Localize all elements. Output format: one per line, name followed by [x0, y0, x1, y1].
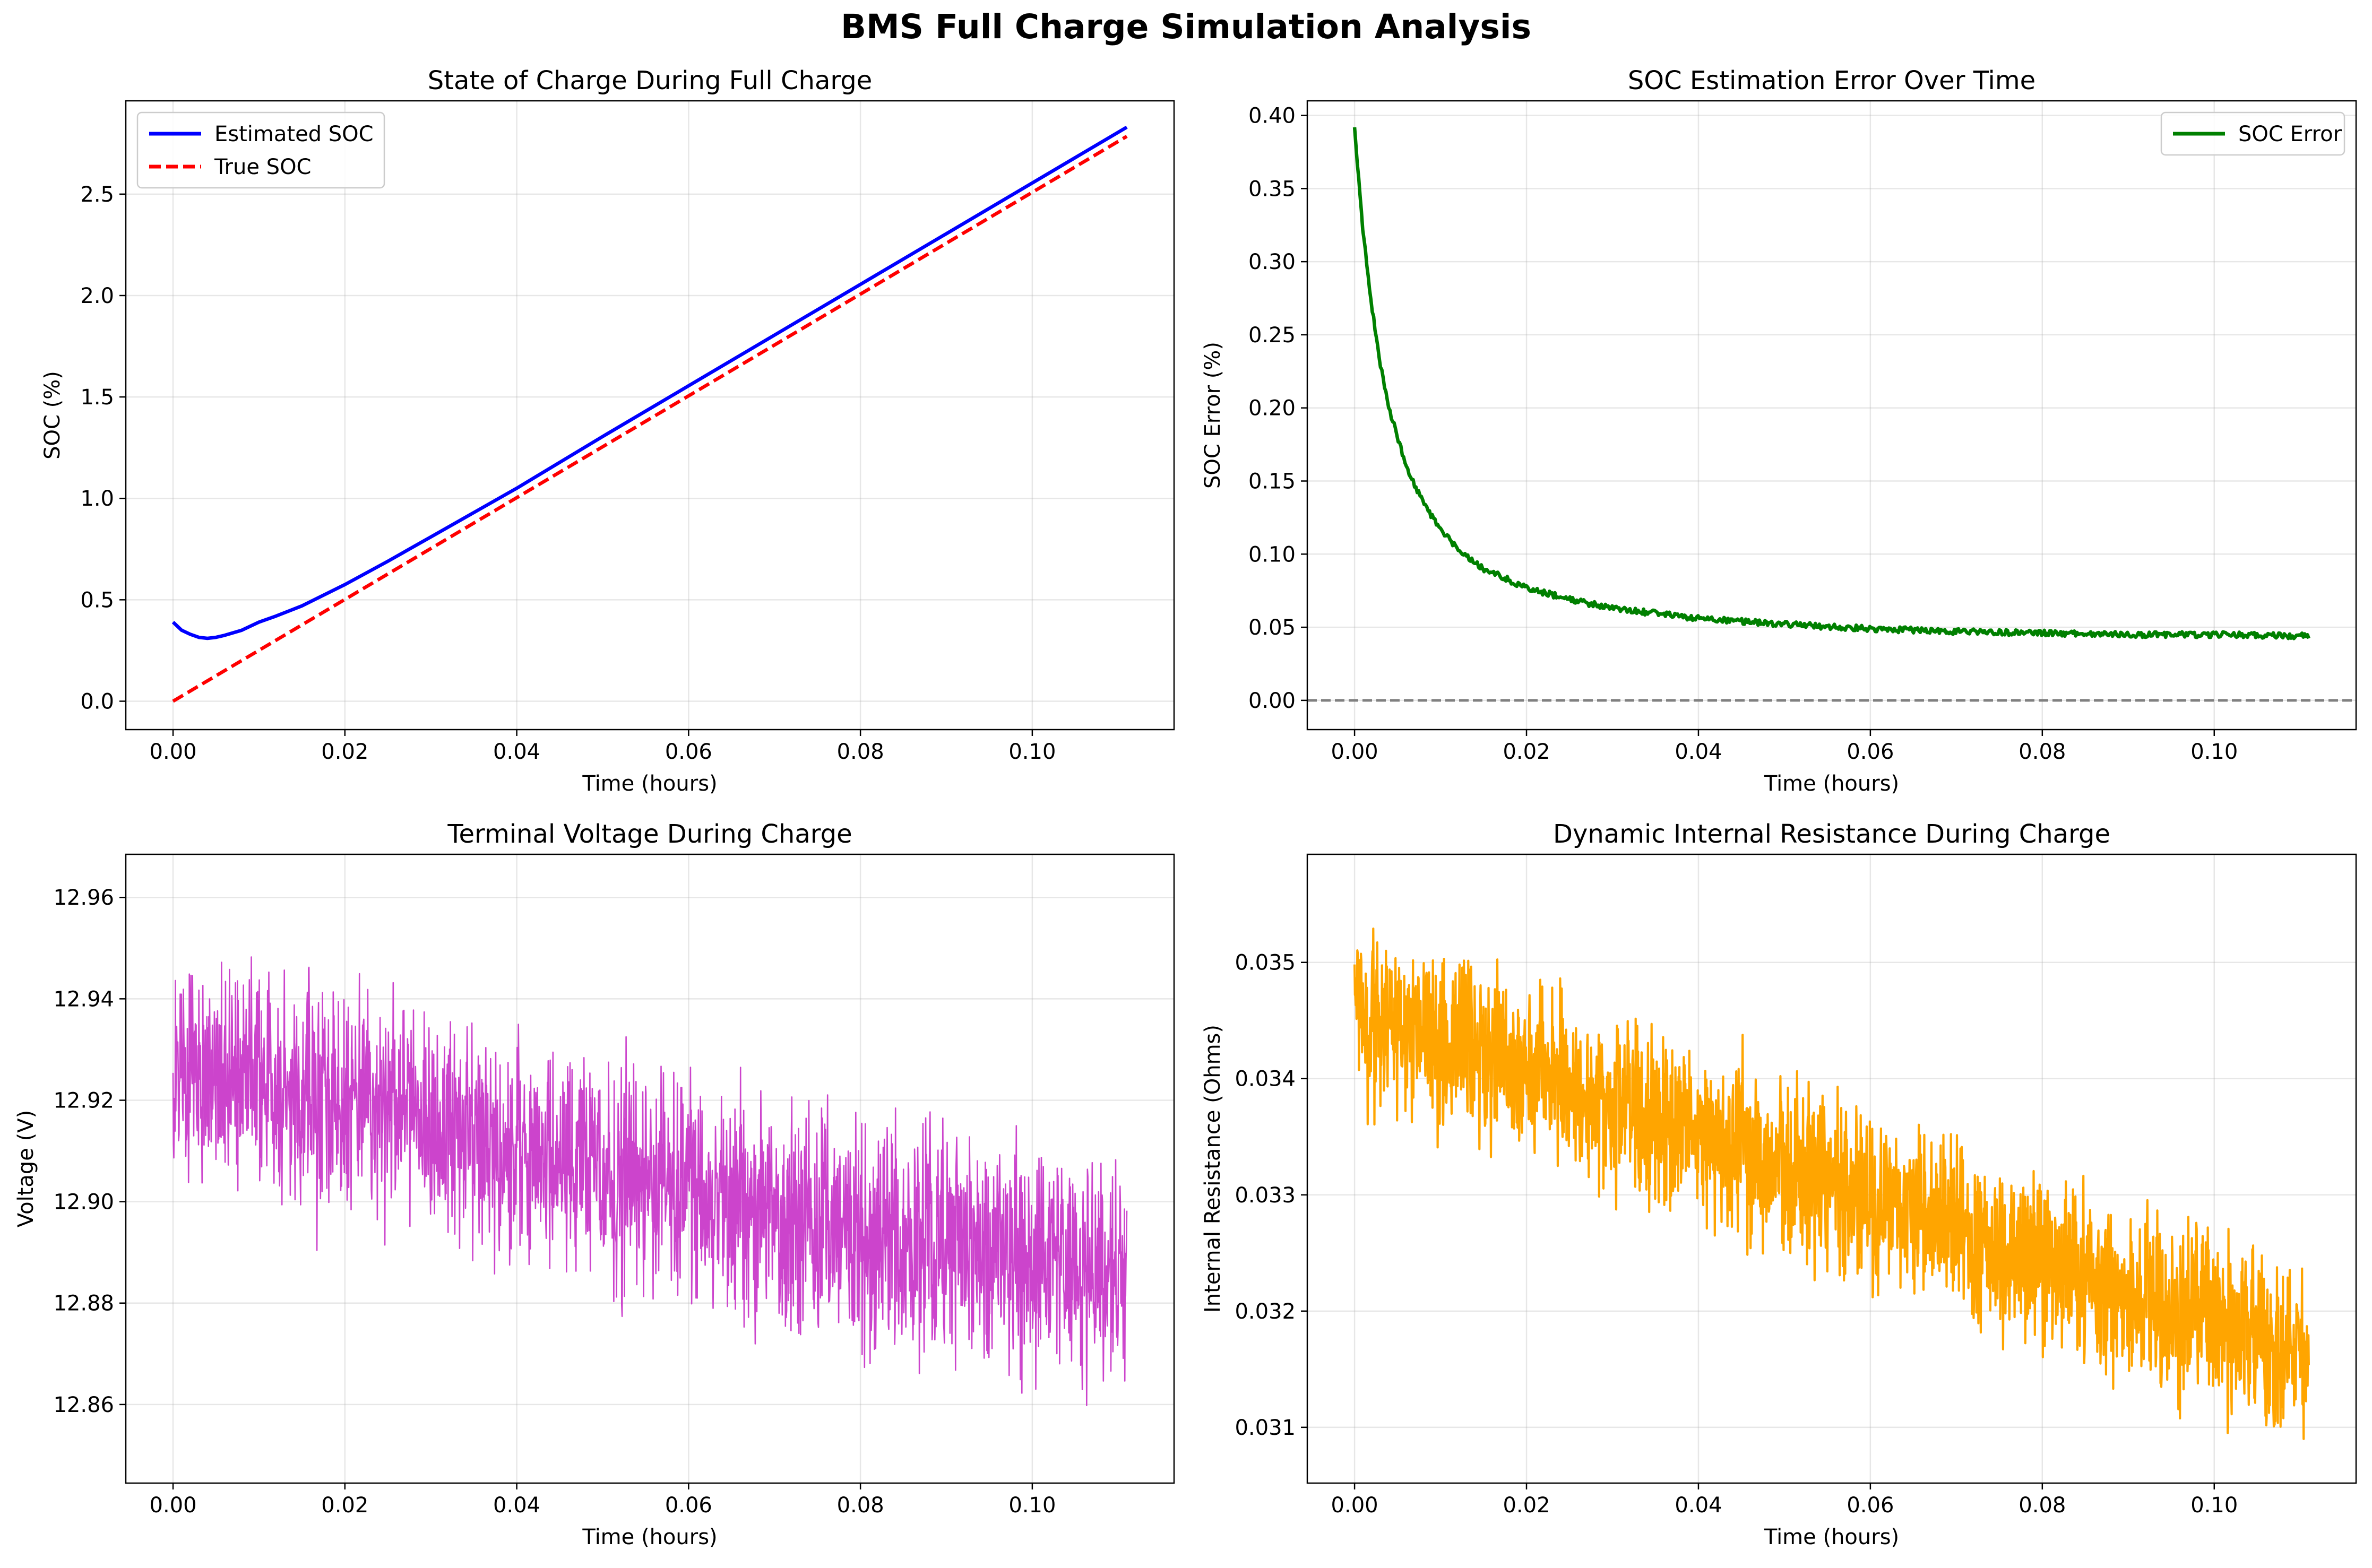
series-line	[172, 956, 1128, 1406]
x-tick-label: 0.04	[1675, 740, 1722, 764]
plot-area	[1353, 928, 2310, 1440]
y-tick-label: 0.034	[1235, 1067, 1296, 1091]
x-tick-label: 0.00	[1331, 740, 1378, 764]
subplot-soc: 0.00 0.02 0.04 0.06 0.08 0.10 0.0 0.5 1.0 1.5 2.0 2…	[40, 66, 1175, 796]
y-axis-label: Internal Resistance (Ohms)	[1201, 1025, 1225, 1313]
x-tick-label: 0.10	[2190, 1493, 2238, 1518]
legend: Estimated SOC True SOC	[136, 111, 385, 189]
y-axis-label: Voltage (V)	[14, 1110, 38, 1227]
y-tick-label: 12.94	[53, 987, 114, 1011]
x-tick-label: 0.00	[1331, 1493, 1378, 1518]
x-tick-label: 0.02	[1503, 740, 1550, 764]
axes-frame	[125, 853, 1175, 1484]
y-tick-label: 0.032	[1235, 1300, 1296, 1324]
x-axis-label: Time (hours)	[1764, 1525, 1899, 1549]
y-tick-label: 1.0	[80, 487, 114, 511]
x-axis-label: Time (hours)	[582, 772, 717, 796]
y-tick-label: 0.5	[80, 588, 114, 612]
y-tick-label: 12.90	[53, 1190, 114, 1215]
y-tick-label: 12.88	[53, 1292, 114, 1316]
x-tick-label: 0.06	[1847, 1493, 1894, 1518]
subplot-title: Terminal Voltage During Charge	[447, 819, 852, 849]
subplot-title: Dynamic Internal Resistance During Charg…	[1553, 819, 2110, 849]
x-tick-label: 0.02	[321, 740, 368, 764]
x-tick-label: 0.06	[665, 1493, 712, 1518]
y-tick-label: 0.35	[1248, 177, 1296, 201]
x-tick-label: 0.04	[493, 1493, 540, 1518]
x-tick-label: 0.02	[321, 1493, 368, 1518]
y-tick-label: 12.86	[53, 1393, 114, 1417]
x-tick-label: 0.04	[493, 740, 540, 764]
subplot-terminal-voltage: 0.00 0.02 0.04 0.06 0.08 0.10 12.86 12.88 12.90 1…	[14, 819, 1175, 1549]
y-tick-label: 0.25	[1248, 323, 1296, 348]
series-line	[1352, 127, 2310, 640]
y-tick-label: 0.10	[1248, 542, 1296, 567]
plot-area	[1307, 127, 2356, 702]
y-tick-label: 0.00	[1248, 689, 1296, 713]
subplot-title: State of Charge During Full Charge	[428, 66, 873, 96]
x-tick-label: 0.06	[1847, 740, 1894, 764]
x-tick-label: 0.08	[837, 740, 884, 764]
x-axis-label: Time (hours)	[582, 1525, 717, 1549]
y-tick-label: 0.30	[1248, 250, 1296, 274]
y-tick-label: 0.033	[1235, 1183, 1296, 1208]
plot-area	[171, 125, 1128, 703]
y-axis-label: SOC Error (%)	[1201, 342, 1225, 489]
y-tick-label: 0.05	[1248, 616, 1296, 640]
x-tick-label: 0.08	[837, 1493, 884, 1518]
x-tick-label: 0.00	[150, 1493, 197, 1518]
series-line	[172, 135, 1128, 703]
legend-box	[136, 111, 385, 189]
axes-frame	[125, 100, 1175, 731]
series-line	[171, 125, 1128, 640]
y-tick-label: 2.5	[80, 183, 114, 207]
subplot-title: SOC Estimation Error Over Time	[1628, 66, 2035, 96]
y-tick-label: 0.15	[1248, 470, 1296, 494]
x-tick-label: 0.10	[2190, 740, 2238, 764]
y-axis-label: SOC (%)	[40, 371, 65, 460]
subplot-soc-error: 0.00 0.02 0.04 0.06 0.08 0.10 0.00 0.05 0.10 0.15…	[1201, 66, 2357, 796]
y-tick-label: 0.40	[1248, 104, 1296, 128]
x-tick-label: 0.08	[2019, 740, 2066, 764]
x-tick-label: 0.02	[1503, 1493, 1550, 1518]
legend-label: SOC Error	[2238, 122, 2342, 146]
legend-label: True SOC	[214, 155, 311, 179]
legend-label: Estimated SOC	[214, 122, 374, 146]
axes-frame	[1306, 100, 2357, 731]
y-tick-label: 1.5	[80, 385, 114, 410]
axes-frame	[1306, 853, 2357, 1484]
subplot-internal-resistance: 0.00 0.02 0.04 0.06 0.08 0.10 0.031 0.032 0.033 0…	[1201, 819, 2357, 1549]
figure-title: BMS Full Charge Simulation Analysis	[840, 7, 1532, 46]
x-tick-label: 0.10	[1008, 740, 1056, 764]
legend-box	[2160, 111, 2345, 156]
y-tick-label: 0.20	[1248, 396, 1296, 421]
x-tick-label: 0.04	[1675, 1493, 1722, 1518]
x-tick-label: 0.06	[665, 740, 712, 764]
y-tick-label: 0.031	[1235, 1416, 1296, 1440]
y-tick-label: 2.0	[80, 284, 114, 308]
legend: SOC Error	[2160, 111, 2345, 156]
plot-area	[172, 956, 1128, 1406]
y-tick-label: 12.92	[53, 1088, 114, 1113]
y-tick-label: 0.0	[80, 689, 114, 714]
y-tick-label: 0.035	[1235, 951, 1296, 975]
y-tick-label: 12.96	[53, 886, 114, 910]
x-tick-label: 0.00	[150, 740, 197, 764]
x-tick-label: 0.10	[1008, 1493, 1056, 1518]
x-axis-label: Time (hours)	[1764, 772, 1899, 796]
series-line	[1353, 928, 2310, 1440]
x-tick-label: 0.08	[2019, 1493, 2066, 1518]
